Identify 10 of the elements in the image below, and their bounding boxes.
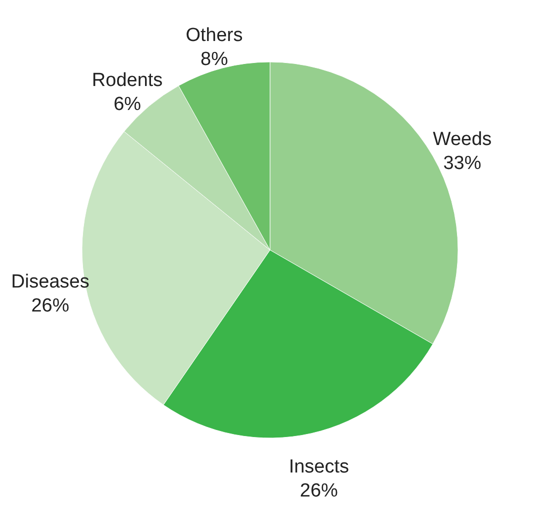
slice-label: Rodents: [92, 70, 163, 91]
data-label: 8%: [200, 49, 228, 70]
slice-label: Others: [186, 25, 243, 46]
data-label: 26%: [31, 296, 70, 317]
data-label: 26%: [300, 480, 338, 502]
data-label: 33%: [443, 153, 482, 174]
slice-label: Diseases: [11, 272, 90, 293]
data-label: 6%: [114, 94, 142, 115]
slice-label: Insects: [288, 456, 350, 478]
slice-label: Weeds: [432, 129, 492, 150]
